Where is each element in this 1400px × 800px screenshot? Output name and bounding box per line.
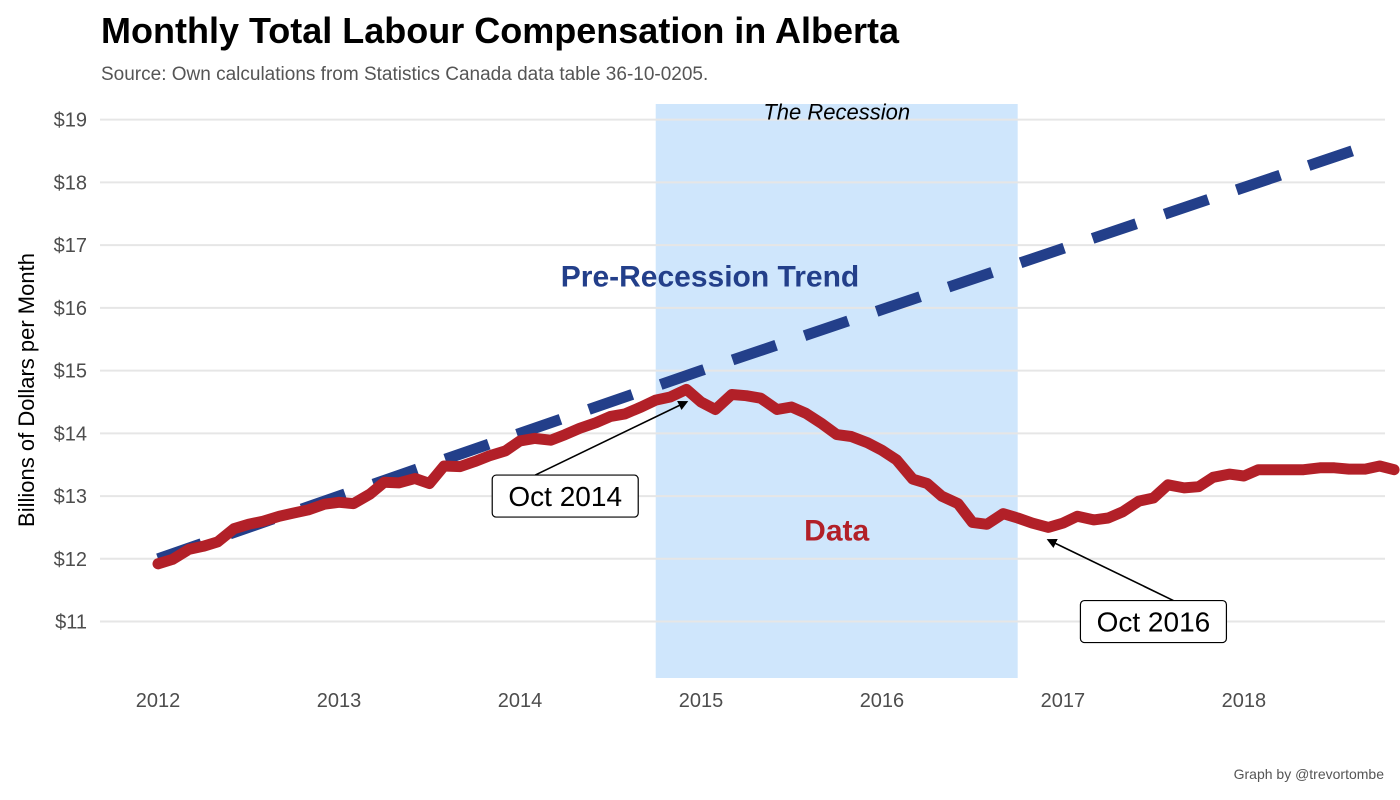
x-tick-label: 2016 [860, 690, 905, 712]
y-tick-label: $19 [54, 110, 87, 132]
y-tick-label: $13 [54, 486, 87, 508]
annotation-arrow [1046, 538, 1174, 602]
annotation-arrow [534, 400, 689, 476]
graph-credit: Graph by @trevortombe [1233, 766, 1384, 782]
x-tick-label: 2014 [498, 690, 543, 712]
chart-subtitle: Source: Own calculations from Statistics… [101, 64, 709, 85]
recession-shade-region [655, 104, 1018, 678]
x-tick-label: 2017 [1041, 690, 1086, 712]
x-tick-label: 2013 [317, 690, 362, 712]
y-tick-label: $18 [54, 172, 87, 194]
chart-title: Monthly Total Labour Compensation in Alb… [101, 10, 899, 51]
y-tick-label: $11 [55, 612, 87, 634]
annotation-label: Oct 2016 [1097, 607, 1211, 638]
recession-label: The Recession [763, 99, 910, 124]
x-tick-label: 2012 [136, 690, 181, 712]
y-axis-label: Billions of Dollars per Month [14, 253, 39, 527]
trend-label: Pre-Recession Trend [561, 261, 859, 294]
data-label: Data [804, 515, 869, 548]
pre-recession-trend-line [156, 136, 1382, 564]
y-tick-label: $14 [54, 423, 87, 445]
annotation-box [1079, 599, 1228, 644]
annotation-label: Oct 2014 [508, 481, 622, 512]
y-tick-label: $12 [54, 549, 87, 571]
y-tick-label: $16 [54, 298, 87, 320]
x-tick-label: 2018 [1222, 690, 1267, 712]
data-line [152, 383, 1400, 570]
x-tick-label: 2015 [679, 690, 724, 712]
y-tick-label: $15 [54, 361, 87, 383]
y-tick-label: $17 [54, 235, 87, 257]
annotation-box [491, 474, 639, 518]
